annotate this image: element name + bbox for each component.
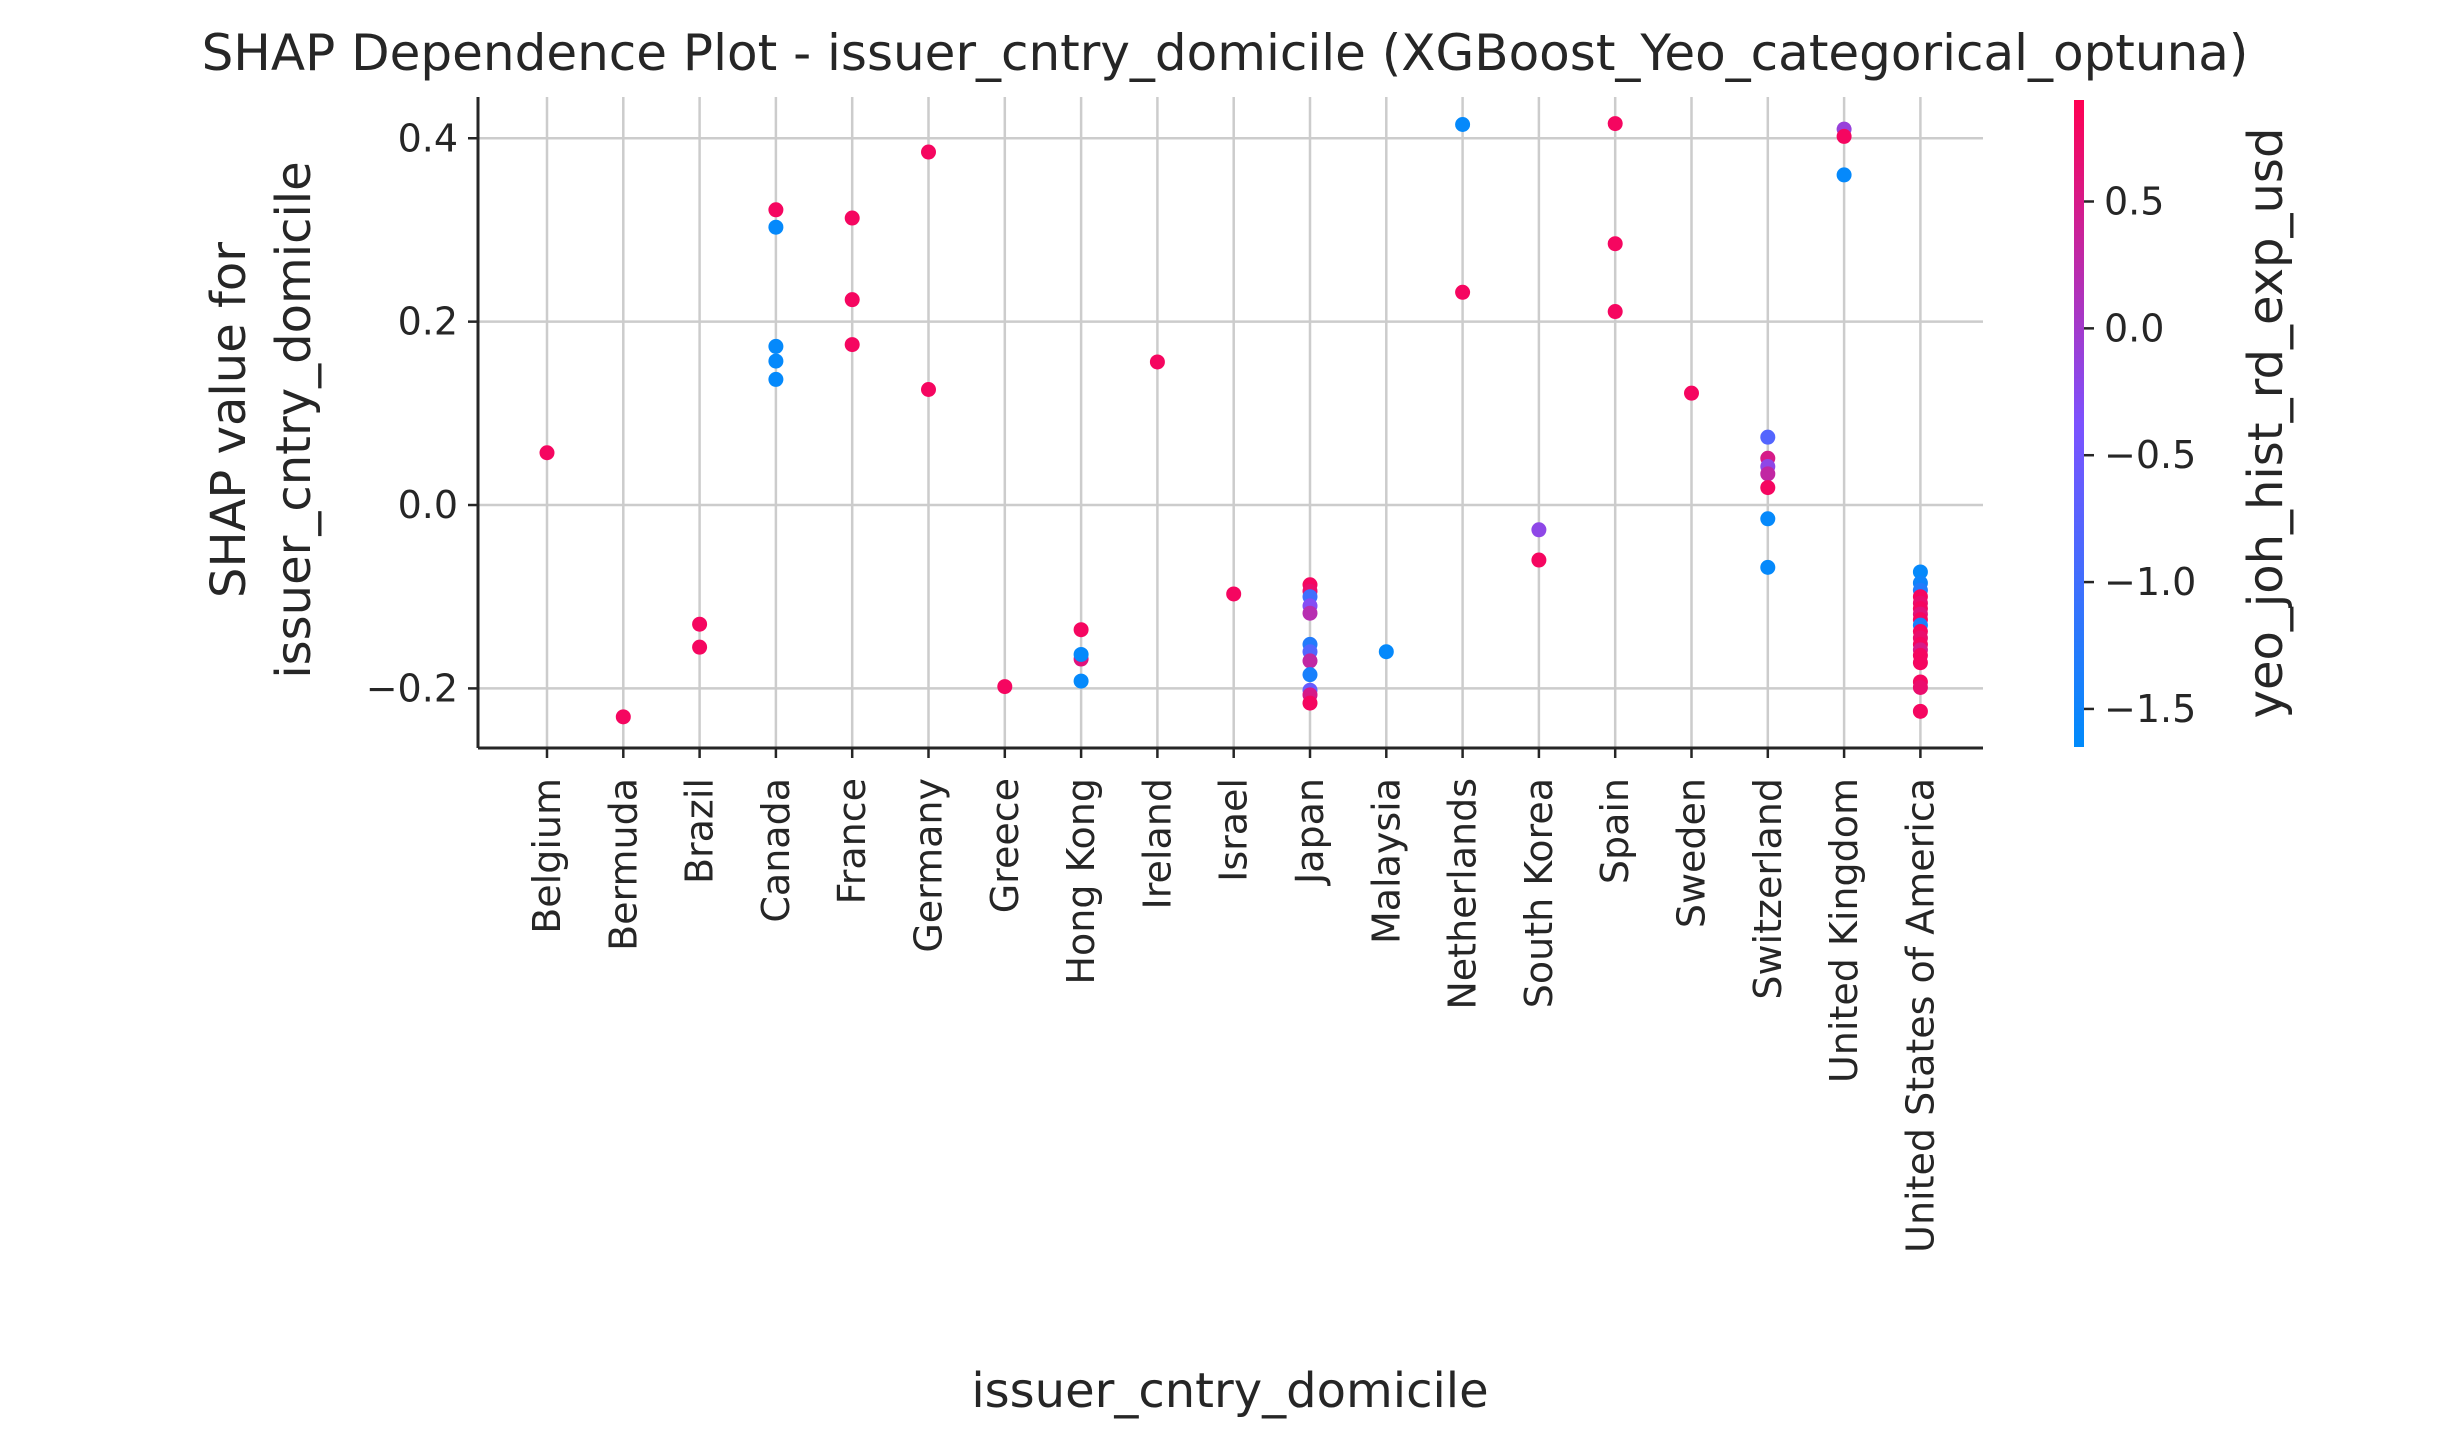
x-tick-label: Malaysia bbox=[1364, 778, 1408, 944]
x-tick-label: Switzerland bbox=[1746, 778, 1790, 1000]
y-tick-label: 0.4 bbox=[398, 116, 458, 160]
data-point bbox=[768, 338, 784, 354]
data-point bbox=[1378, 644, 1394, 660]
data-point bbox=[1455, 284, 1471, 300]
data-point bbox=[1073, 673, 1089, 689]
x-tick-label: Greece bbox=[983, 778, 1027, 913]
x-tick-label: Sweden bbox=[1670, 778, 1714, 928]
data-point bbox=[1760, 429, 1776, 445]
data-point bbox=[692, 616, 708, 632]
data-point bbox=[1149, 354, 1165, 370]
x-tick-label: France bbox=[830, 778, 874, 904]
data-point bbox=[615, 709, 631, 725]
data-point bbox=[1455, 117, 1471, 133]
x-tick-label: Japan bbox=[1288, 778, 1332, 886]
data-point bbox=[997, 679, 1013, 695]
colorbar-tick-label: −0.5 bbox=[2104, 433, 2196, 477]
x-tick-label: Netherlands bbox=[1441, 778, 1485, 1010]
data-point bbox=[844, 292, 860, 308]
data-point bbox=[1302, 695, 1318, 711]
data-point bbox=[921, 381, 936, 397]
data-point bbox=[1912, 655, 1928, 671]
data-point bbox=[1607, 236, 1623, 252]
data-point bbox=[1912, 679, 1928, 695]
x-tick-label: Belgium bbox=[525, 778, 569, 934]
x-tick-label: South Korea bbox=[1517, 778, 1561, 1008]
colorbar-tick-label: −1.0 bbox=[2104, 560, 2196, 604]
axes-layer: Belgium Bermuda Brazil Canada France Germany G… bbox=[366, 97, 1983, 1253]
x-tick-label: United Kingdom bbox=[1822, 778, 1866, 1083]
y-tick-label: 0.2 bbox=[398, 300, 458, 344]
data-point bbox=[1531, 522, 1547, 538]
x-tick-label: United States of America bbox=[1898, 778, 1942, 1253]
colorbar-gradient bbox=[2074, 100, 2084, 747]
data-point bbox=[1836, 167, 1852, 183]
data-point bbox=[1836, 128, 1852, 144]
data-point bbox=[1607, 304, 1623, 320]
colorbar-tick-label: 0.5 bbox=[2104, 179, 2164, 223]
data-point bbox=[1226, 586, 1242, 602]
y-tick-label: 0.0 bbox=[398, 483, 458, 527]
data-point bbox=[1760, 511, 1776, 527]
x-tick-label: Ireland bbox=[1135, 778, 1179, 909]
y-axis-label-line2: issuer_cntry_domicile bbox=[266, 161, 322, 678]
data-point bbox=[1607, 116, 1623, 132]
data-point bbox=[1760, 466, 1776, 482]
x-tick-label: Germany bbox=[907, 778, 951, 953]
colorbar-label: yeo_joh_hist_rd_exp_usd bbox=[2238, 128, 2294, 719]
colorbar: 0.5 0.0 −0.5 −1.0 −1.5 bbox=[2074, 100, 2196, 747]
data-point bbox=[539, 445, 555, 461]
chart-title: SHAP Dependence Plot - issuer_cntry_domi… bbox=[202, 24, 2249, 82]
colorbar-tick-label: −1.5 bbox=[2104, 687, 2196, 731]
data-point bbox=[844, 210, 860, 226]
data-point bbox=[692, 639, 708, 655]
data-point bbox=[921, 144, 936, 160]
points-layer bbox=[539, 116, 1928, 725]
data-point bbox=[1912, 703, 1928, 719]
data-point bbox=[1073, 646, 1089, 662]
data-point bbox=[1760, 480, 1776, 496]
x-tick-label: Israel bbox=[1212, 778, 1256, 882]
grid-layer bbox=[478, 97, 1983, 748]
data-point bbox=[1302, 605, 1318, 621]
x-tick-label: Brazil bbox=[678, 778, 722, 884]
data-point bbox=[844, 337, 860, 353]
y-axis-label-line1: SHAP value for bbox=[201, 242, 257, 598]
data-point bbox=[1073, 622, 1089, 638]
x-tick-label: Bermuda bbox=[601, 778, 645, 951]
data-point bbox=[1531, 552, 1547, 568]
x-axis-label: issuer_cntry_domicile bbox=[971, 1363, 1488, 1419]
data-point bbox=[1760, 559, 1776, 575]
data-point bbox=[768, 202, 784, 218]
x-tick-label: Spain bbox=[1593, 778, 1637, 884]
data-point bbox=[768, 371, 784, 387]
data-point bbox=[768, 219, 784, 235]
data-point bbox=[1302, 653, 1318, 669]
colorbar-tick-label: 0.0 bbox=[2104, 306, 2164, 350]
data-point bbox=[1302, 667, 1318, 683]
data-point bbox=[768, 353, 784, 369]
data-point bbox=[1912, 564, 1928, 580]
x-tick-label: Hong Kong bbox=[1059, 778, 1103, 985]
data-point bbox=[1684, 385, 1699, 401]
y-tick-label: −0.2 bbox=[366, 666, 458, 710]
x-tick-label: Canada bbox=[754, 778, 798, 923]
